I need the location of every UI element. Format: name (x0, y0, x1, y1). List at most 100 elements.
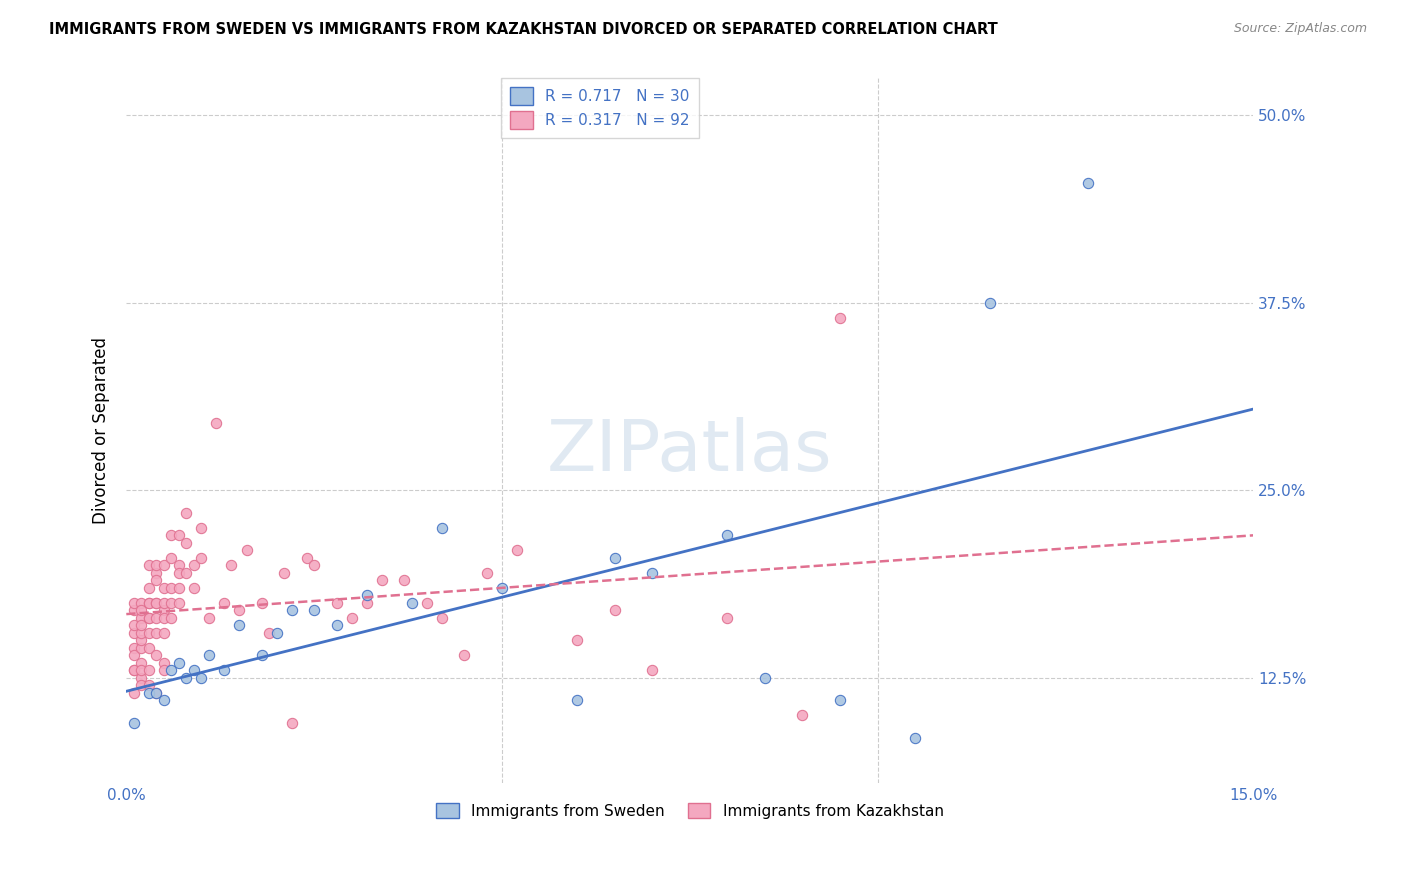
Point (145, 648, 167, 663)
Text: ZIPatlas: ZIPatlas (547, 417, 832, 486)
Point (212, 664, 235, 678)
Point (131, 626, 153, 640)
Point (183, 558, 205, 573)
Point (131, 633, 153, 648)
Point (506, 543, 529, 558)
Point (153, 656, 176, 670)
Point (792, 708, 814, 723)
Point (145, 596, 167, 610)
Point (190, 671, 212, 685)
Point (257, 626, 280, 640)
Point (160, 596, 183, 610)
Point (190, 550, 212, 565)
Point (250, 648, 273, 663)
Point (138, 596, 160, 610)
Point (122, 626, 145, 640)
Point (828, 310, 851, 325)
Point (430, 521, 453, 535)
Point (122, 648, 145, 663)
Point (325, 596, 347, 610)
Point (828, 693, 851, 707)
Point (167, 656, 190, 670)
Point (716, 528, 738, 542)
Point (904, 731, 927, 745)
Point (138, 640, 160, 655)
Point (167, 528, 190, 542)
Point (122, 596, 145, 610)
Point (641, 664, 664, 678)
Point (131, 656, 153, 670)
Point (160, 611, 183, 625)
Point (138, 558, 160, 573)
Point (131, 664, 153, 678)
Point (138, 626, 160, 640)
Point (641, 566, 664, 580)
Point (754, 671, 776, 685)
Point (416, 596, 439, 610)
Point (138, 596, 160, 610)
Point (198, 611, 221, 625)
Point (145, 574, 167, 588)
Point (603, 603, 626, 617)
Point (131, 678, 153, 692)
Point (228, 603, 250, 617)
Point (979, 295, 1001, 310)
Point (131, 611, 153, 625)
Point (1077, 176, 1099, 190)
Point (453, 648, 475, 663)
Point (235, 543, 257, 558)
Point (138, 611, 160, 625)
Point (198, 648, 221, 663)
Point (160, 550, 183, 565)
Point (475, 566, 498, 580)
Point (160, 528, 183, 542)
Point (122, 686, 145, 700)
Point (167, 566, 190, 580)
Point (122, 664, 145, 678)
Point (122, 603, 145, 617)
Point (145, 686, 167, 700)
Point (167, 581, 190, 595)
Point (122, 618, 145, 632)
Point (122, 716, 145, 731)
Point (138, 581, 160, 595)
Point (122, 664, 145, 678)
Point (205, 416, 228, 430)
Point (183, 664, 205, 678)
Point (176, 566, 198, 580)
Point (160, 664, 183, 678)
Point (145, 686, 167, 700)
Y-axis label: Divorced or Separated: Divorced or Separated (93, 337, 110, 524)
Point (167, 558, 190, 573)
Point (153, 664, 176, 678)
Point (153, 596, 176, 610)
Point (430, 611, 453, 625)
Point (153, 581, 176, 595)
Point (302, 558, 325, 573)
Point (603, 550, 626, 565)
Point (266, 626, 288, 640)
Point (145, 611, 167, 625)
Point (122, 640, 145, 655)
Point (131, 596, 153, 610)
Point (340, 611, 363, 625)
Point (167, 596, 190, 610)
Point (138, 678, 160, 692)
Point (153, 603, 176, 617)
Point (145, 596, 167, 610)
Point (565, 693, 588, 707)
Point (565, 633, 588, 648)
Text: Source: ZipAtlas.com: Source: ZipAtlas.com (1233, 22, 1367, 36)
Point (190, 521, 212, 535)
Point (280, 716, 302, 731)
Point (280, 603, 302, 617)
Point (131, 603, 153, 617)
Point (356, 596, 378, 610)
Point (491, 581, 513, 595)
Point (716, 611, 738, 625)
Point (295, 550, 318, 565)
Point (145, 566, 167, 580)
Point (176, 536, 198, 550)
Text: IMMIGRANTS FROM SWEDEN VS IMMIGRANTS FROM KAZAKHSTAN DIVORCED OR SEPARATED CORRE: IMMIGRANTS FROM SWEDEN VS IMMIGRANTS FRO… (49, 22, 998, 37)
Point (356, 588, 378, 602)
